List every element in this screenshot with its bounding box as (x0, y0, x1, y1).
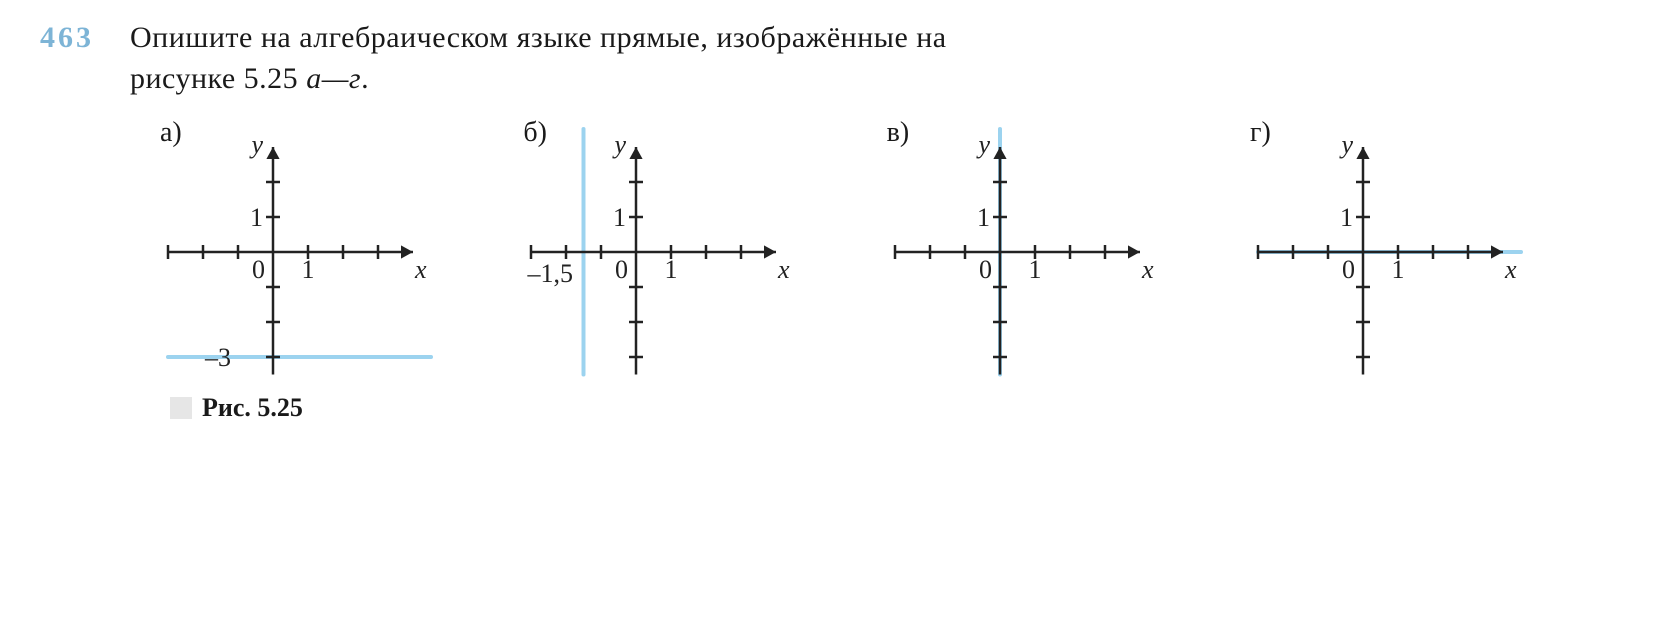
problem-line2-prefix: рисунке 5.25 (130, 62, 306, 95)
chart-letter-v: в) (887, 117, 910, 149)
chart-svg-b: 0 1 1 x y –1,5 (523, 117, 804, 383)
problem-line2-suffix: . (361, 62, 369, 95)
chart-letter-b: б) (523, 117, 547, 149)
svg-text:y: y (975, 130, 990, 159)
chart-letter-g: г) (1250, 117, 1271, 149)
chart-v: в) 0 1 1 x y (887, 117, 1237, 383)
chart-a: а) 0 1 1 x y –3 (160, 117, 510, 383)
chart-b: б) 0 1 1 x y –1,5 (523, 117, 873, 383)
chart-svg-v: 0 1 1 x y (887, 117, 1168, 383)
svg-text:y: y (248, 130, 263, 159)
svg-text:0: 0 (252, 255, 265, 284)
svg-text:y: y (1338, 130, 1353, 159)
svg-text:1: 1 (1340, 203, 1353, 232)
svg-text:1: 1 (665, 255, 678, 284)
chart-g: г) 0 1 1 x y (1250, 117, 1600, 383)
chart-svg-g: 0 1 1 x y (1250, 117, 1531, 383)
svg-text:1: 1 (613, 203, 626, 232)
problem-statement: 463 Опишите на алгебраическом языке прям… (40, 18, 1617, 99)
svg-text:1: 1 (977, 203, 990, 232)
svg-text:0: 0 (1342, 255, 1355, 284)
svg-text:x: x (414, 255, 427, 284)
chart-svg-a: 0 1 1 x y –3 (160, 117, 441, 383)
svg-text:–1,5: –1,5 (527, 259, 574, 288)
svg-text:1: 1 (1391, 255, 1404, 284)
svg-text:0: 0 (979, 255, 992, 284)
svg-text:1: 1 (1028, 255, 1041, 284)
problem-line2-italic: а—г (306, 62, 361, 95)
problem-number: 463 (40, 18, 130, 59)
charts-row: а) 0 1 1 x y –3 б) 0 1 1 x y –1,5 в) 0 1 1 x y г) 0 1 1 x… (160, 117, 1600, 383)
figure-caption-box (170, 397, 192, 419)
figure-caption-text: Рис. 5.25 (202, 393, 303, 422)
figure-caption: Рис. 5.25 (170, 393, 1617, 423)
svg-text:0: 0 (615, 255, 628, 284)
chart-letter-a: а) (160, 117, 182, 149)
svg-text:1: 1 (250, 203, 263, 232)
svg-text:x: x (1141, 255, 1154, 284)
page: 463 Опишите на алгебраическом языке прям… (0, 0, 1657, 628)
svg-text:y: y (612, 130, 627, 159)
svg-text:x: x (1504, 255, 1517, 284)
problem-line1: Опишите на алгебраическом языке прямые, … (130, 21, 947, 54)
svg-text:1: 1 (302, 255, 315, 284)
problem-body: Опишите на алгебраическом языке прямые, … (130, 18, 1617, 99)
svg-text:–3: –3 (204, 343, 231, 372)
svg-text:x: x (777, 255, 790, 284)
